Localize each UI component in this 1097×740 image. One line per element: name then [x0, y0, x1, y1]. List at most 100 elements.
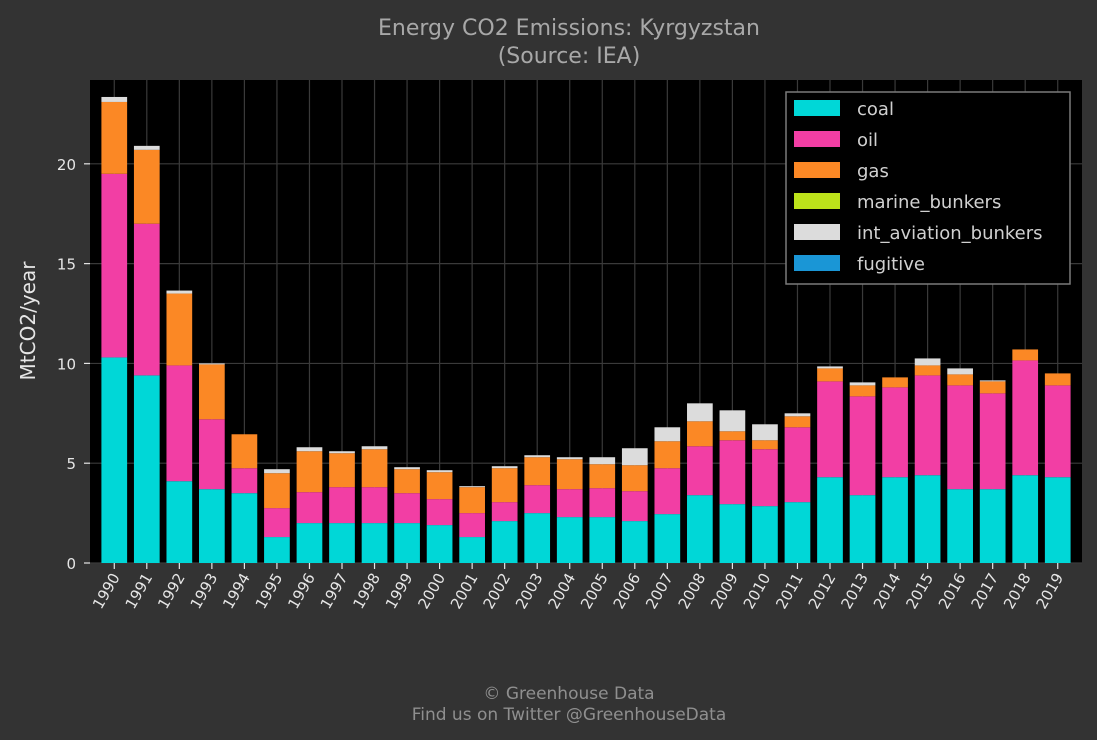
bar-gas-1995	[264, 473, 290, 509]
x-tick-label: 2013	[837, 570, 872, 612]
bar-coal-2019	[1044, 477, 1071, 563]
bar-oil-2018	[1012, 360, 1039, 476]
x-tick-label: 1991	[122, 570, 157, 612]
bar-oil-1998	[361, 487, 388, 524]
bar-coal-2014	[882, 477, 908, 563]
bar-oil-2013	[849, 396, 876, 496]
bar-coal-2002	[491, 521, 518, 563]
chart-subtitle: (Source: IEA)	[498, 44, 641, 69]
bar-gas-1998	[361, 449, 388, 488]
x-tick-label: 2008	[675, 570, 710, 612]
bar-gas-1999	[394, 469, 420, 494]
footer-copyright: © Greenhouse Data	[483, 684, 654, 704]
bar-coal-2011	[784, 502, 811, 563]
bar-coal-2013	[849, 495, 876, 563]
x-tick-label: 2007	[642, 570, 677, 612]
bar-int_aviation_bunkers-2005	[589, 457, 616, 465]
bar-int_aviation_bunkers-2010	[752, 424, 778, 441]
bar-oil-2019	[1044, 385, 1071, 478]
bar-oil-2017	[979, 393, 1006, 490]
x-tick-label: 2010	[740, 570, 775, 612]
legend-label-coal: coal	[857, 99, 894, 120]
x-tick-label: 2005	[577, 570, 612, 612]
bar-int_aviation_bunkers-2009	[719, 410, 746, 432]
bar-oil-1995	[264, 508, 290, 538]
y-tick-label: 5	[66, 455, 76, 473]
bar-int_aviation_bunkers-2013	[849, 382, 876, 386]
y-tick-label: 15	[57, 256, 76, 274]
bar-coal-1996	[296, 523, 323, 563]
bar-oil-2014	[882, 387, 908, 478]
bar-gas-1994	[231, 434, 258, 469]
bar-coal-1990	[101, 357, 128, 563]
bar-int_aviation_bunkers-1995	[264, 469, 290, 474]
bar-int_aviation_bunkers-2015	[914, 358, 941, 366]
bar-int_aviation_bunkers-2002	[491, 466, 518, 469]
bar-oil-2015	[914, 375, 941, 476]
x-tick-label: 2012	[805, 570, 840, 612]
bar-int_aviation_bunkers-1997	[329, 451, 355, 454]
legend-box	[785, 91, 1071, 285]
bar-int_aviation_bunkers-2007	[654, 427, 681, 442]
bar-gas-2003	[524, 457, 551, 486]
bar-gas-2006	[621, 465, 648, 492]
bar-coal-2009	[719, 504, 746, 563]
bar-oil-1994	[231, 468, 258, 494]
bar-int_aviation_bunkers-2004	[556, 457, 583, 460]
bar-coal-2001	[459, 537, 485, 563]
bar-gas-2001	[459, 487, 485, 514]
bar-gas-1991	[133, 149, 160, 224]
bar-int_aviation_bunkers-1996	[296, 447, 323, 452]
legend-swatch-fugitive	[794, 255, 840, 271]
x-tick-label: 1994	[219, 570, 254, 612]
bar-oil-1999	[394, 493, 420, 524]
bar-oil-2007	[654, 468, 681, 515]
x-tick-label: 2009	[707, 570, 742, 612]
bar-int_aviation_bunkers-1992	[166, 290, 193, 294]
x-tick-label: 2016	[935, 570, 970, 612]
y-tick-label: 20	[57, 156, 76, 174]
bar-oil-1992	[166, 365, 193, 482]
bar-coal-1991	[133, 375, 160, 563]
bar-gas-2016	[947, 374, 973, 386]
bar-gas-2004	[556, 459, 583, 490]
bar-oil-2005	[589, 488, 616, 518]
bar-coal-2005	[589, 517, 616, 563]
legend-label-int_aviation_bunkers: int_aviation_bunkers	[857, 223, 1043, 244]
legend-label-gas: gas	[857, 161, 889, 182]
bar-coal-2004	[556, 517, 583, 563]
bar-int_aviation_bunkers-2011	[784, 413, 811, 417]
legend-swatch-coal	[794, 100, 840, 116]
bar-gas-2009	[719, 431, 746, 441]
bar-int_aviation_bunkers-2017	[979, 380, 1006, 382]
bar-oil-2002	[491, 502, 518, 522]
bar-oil-2003	[524, 485, 551, 514]
bar-coal-1995	[264, 537, 290, 563]
x-tick-label: 2018	[1000, 570, 1035, 612]
bar-int_aviation_bunkers-1998	[361, 446, 388, 450]
bar-oil-2006	[621, 491, 648, 522]
bar-oil-2009	[719, 440, 746, 505]
x-tick-label: 1993	[187, 570, 222, 612]
bar-coal-1993	[199, 489, 225, 563]
bar-int_aviation_bunkers-2012	[817, 366, 843, 369]
bar-gas-1990	[101, 101, 128, 174]
bar-oil-2004	[556, 489, 583, 518]
bar-gas-2015	[914, 365, 941, 376]
bar-oil-1997	[329, 487, 355, 524]
bar-gas-2013	[849, 385, 876, 397]
x-tick-label: 2000	[414, 570, 449, 612]
bar-int_aviation_bunkers-2006	[621, 448, 648, 466]
bar-coal-2007	[654, 514, 681, 563]
bar-gas-2002	[491, 468, 518, 503]
bar-oil-2001	[459, 513, 485, 538]
bar-oil-2008	[687, 446, 713, 496]
x-tick-label: 2011	[772, 570, 807, 612]
bar-gas-1997	[329, 453, 355, 488]
x-tick-label: 2006	[610, 570, 645, 612]
x-tick-label: 2004	[545, 570, 580, 612]
bar-gas-2014	[882, 377, 908, 388]
x-tick-label: 2002	[479, 570, 514, 612]
bar-int_aviation_bunkers-2008	[687, 403, 713, 422]
